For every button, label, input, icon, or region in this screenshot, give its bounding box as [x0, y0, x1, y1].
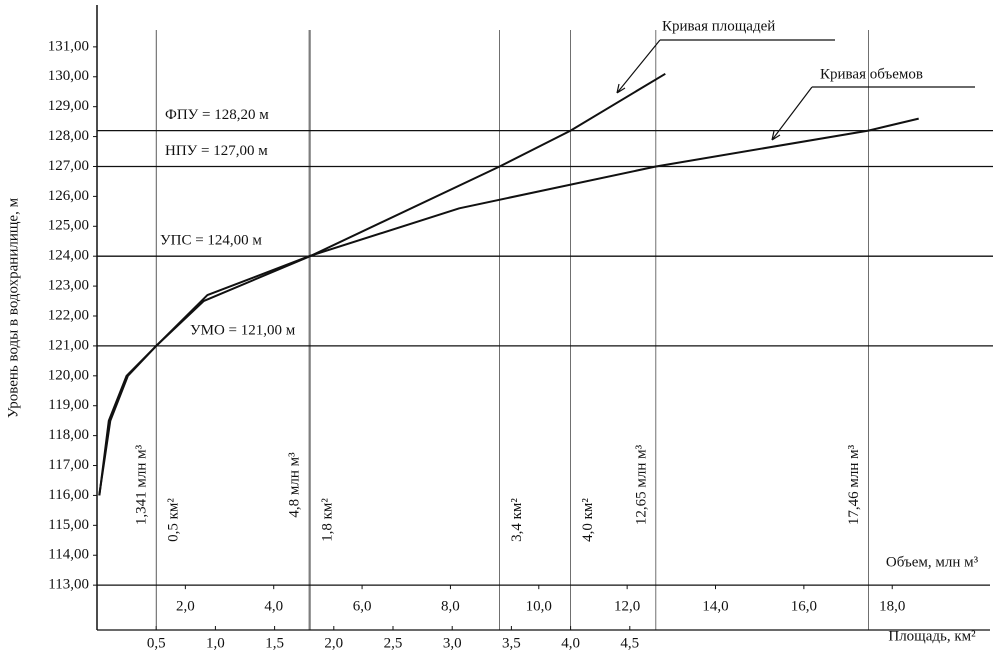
x2-tick-label: 6,0 — [353, 599, 372, 615]
ref-label: ФПУ = 128,20 м — [165, 107, 269, 123]
curve — [98, 117, 919, 496]
x-tick-label: 1,5 — [265, 635, 284, 651]
marker-label: 4,0 км² — [580, 498, 596, 542]
x-tick-label: 3,0 — [443, 635, 462, 651]
marker-label: 0,5 км² — [166, 498, 182, 542]
y-tick-label: 116,00 — [48, 487, 89, 503]
y-tick-label: 113,00 — [48, 577, 89, 593]
x2-tick-label: 12,0 — [614, 599, 640, 615]
x2-tick-label: 4,0 — [264, 599, 283, 615]
y-tick-label: 122,00 — [48, 307, 89, 323]
marker-label: 17,46 млн м³ — [846, 444, 862, 525]
marker-label: 4,8 млн м³ — [286, 452, 302, 518]
leader — [616, 39, 835, 94]
y-tick-label: 123,00 — [48, 278, 89, 294]
marker-label: 1,8 км² — [320, 498, 336, 542]
ref-label: УМО = 121,00 м — [190, 322, 296, 338]
marker-label: 3,4 км² — [509, 498, 525, 542]
x2-axis-label: Объем, млн м³ — [886, 554, 979, 570]
x2-tick-label: 16,0 — [791, 599, 817, 615]
y-tick-label: 128,00 — [48, 128, 89, 144]
y-tick-label: 118,00 — [48, 427, 89, 443]
x2-tick-label: 14,0 — [702, 599, 728, 615]
x2-tick-label: 10,0 — [526, 599, 552, 615]
y-tick-label: 120,00 — [48, 367, 89, 383]
x-tick-label: 0,5 — [147, 635, 166, 651]
y-tick-label: 126,00 — [48, 188, 89, 204]
x-axis-label: Площадь, км² — [888, 628, 976, 644]
x-tick-label: 4,0 — [561, 635, 580, 651]
marker-label: 1,341 млн м³ — [134, 444, 150, 525]
x-tick-label: 2,0 — [324, 635, 343, 651]
marker-label: 12,65 млн м³ — [633, 444, 649, 525]
y-tick-label: 127,00 — [48, 158, 89, 174]
leader — [771, 86, 975, 141]
y-tick-label: 117,00 — [48, 457, 89, 473]
ref-label: НПУ = 127,00 м — [165, 143, 268, 159]
series-label: Кривая площадей — [662, 18, 775, 34]
y-tick-label: 115,00 — [48, 517, 89, 533]
y-tick-label: 119,00 — [48, 397, 89, 413]
y-tick-label: 129,00 — [48, 98, 89, 114]
ref-label: УПС = 124,00 м — [160, 233, 262, 249]
x2-tick-label: 2,0 — [176, 599, 195, 615]
y-tick-label: 124,00 — [48, 248, 89, 264]
x-tick-label: 3,5 — [502, 635, 521, 651]
y-tick-label: 130,00 — [48, 68, 89, 84]
x2-tick-label: 18,0 — [879, 599, 905, 615]
y-tick-label: 121,00 — [48, 337, 89, 353]
x-tick-label: 2,5 — [384, 635, 403, 651]
x-tick-label: 4,5 — [620, 635, 639, 651]
y-axis-label: Уровень воды в водохранилище, м — [5, 197, 21, 418]
y-tick-label: 131,00 — [48, 38, 89, 54]
y-tick-label: 114,00 — [48, 547, 89, 563]
curve — [98, 72, 666, 496]
x-tick-label: 1,0 — [206, 635, 225, 651]
x2-tick-label: 8,0 — [441, 599, 460, 615]
series-label: Кривая объемов — [820, 66, 923, 82]
y-tick-label: 125,00 — [48, 218, 89, 234]
